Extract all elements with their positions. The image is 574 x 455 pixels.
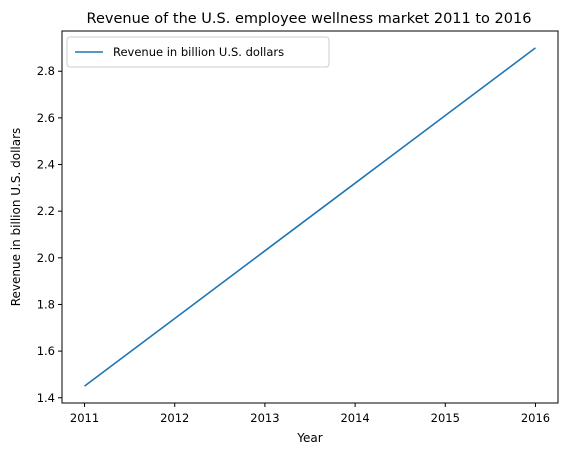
y-tick-label: 1.8 xyxy=(37,297,55,311)
x-axis-label: Year xyxy=(296,431,322,445)
y-tick-label: 1.6 xyxy=(37,344,55,358)
x-tick-label: 2013 xyxy=(250,411,279,425)
x-tick-label: 2015 xyxy=(431,411,460,425)
legend-box xyxy=(66,36,330,68)
y-tick-label: 2.8 xyxy=(37,64,55,78)
chart-title: Revenue of the U.S. employee wellness ma… xyxy=(87,11,532,27)
y-tick-label: 2.4 xyxy=(37,158,55,172)
legend: Revenue in billion U.S. dollars xyxy=(66,36,330,68)
plot-area xyxy=(61,30,559,404)
x-axis: 2011 2012 2013 2014 2015 2016 xyxy=(70,403,550,425)
y-tick-label: 2.0 xyxy=(37,251,55,265)
y-tick-label: 2.6 xyxy=(37,111,55,125)
x-tick-label: 2011 xyxy=(70,411,99,425)
y-axis-label: Revenue in billion U.S. dollars xyxy=(9,128,23,307)
x-tick-label: 2014 xyxy=(340,411,369,425)
y-axis: 1.4 1.6 1.8 2.0 2.2 2.4 2.6 2.8 xyxy=(37,64,62,405)
y-tick-label: 2.2 xyxy=(37,204,55,218)
legend-entry-revenue: Revenue in billion U.S. dollars xyxy=(113,45,284,59)
x-tick-label: 2016 xyxy=(521,411,550,425)
series-line-revenue xyxy=(84,47,536,387)
x-tick-label: 2012 xyxy=(160,411,189,425)
y-tick-label: 1.4 xyxy=(37,391,55,405)
